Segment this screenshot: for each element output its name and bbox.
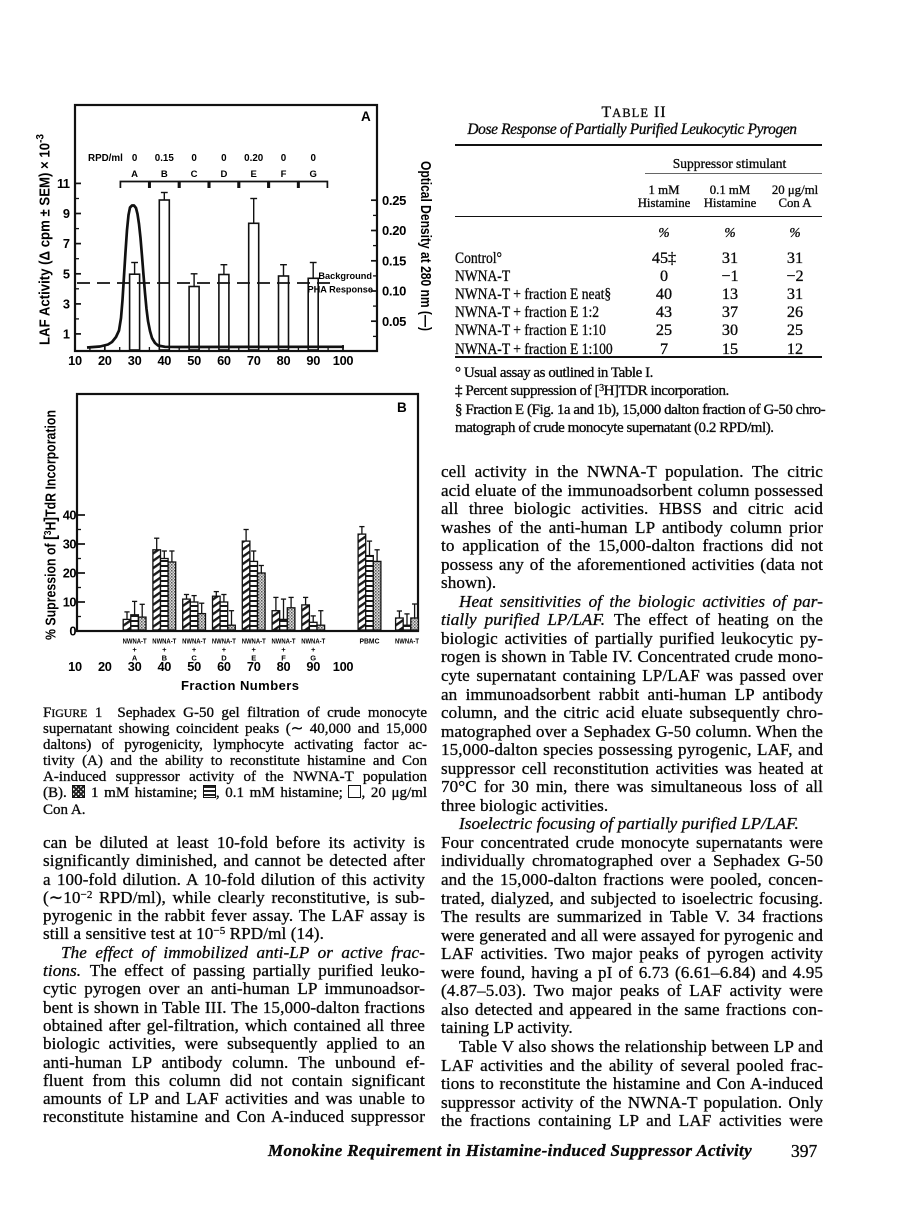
svg-text:+: + (162, 645, 167, 654)
svg-text:30: 30 (63, 537, 77, 552)
svg-text:% Supression of [3H]TdR Incorp: % Supression of [3H]TdR Incorporation (42, 410, 60, 640)
svg-text:0.15: 0.15 (155, 153, 175, 164)
svg-text:40: 40 (63, 508, 77, 523)
svg-text:5: 5 (63, 266, 70, 281)
svg-text:90: 90 (306, 659, 320, 674)
svg-text:C: C (191, 654, 197, 663)
svg-text:B: B (397, 400, 407, 415)
svg-text:D: D (221, 654, 227, 663)
svg-text:50: 50 (187, 353, 201, 368)
svg-text:PBMC: PBMC (360, 639, 380, 646)
svg-text:90: 90 (306, 353, 320, 368)
svg-text:NWNA-T: NWNA-T (301, 639, 326, 646)
svg-text:A: A (361, 109, 371, 124)
svg-text:NWNA-T: NWNA-T (152, 639, 177, 646)
svg-text:100: 100 (333, 659, 354, 674)
svg-text:40: 40 (157, 353, 171, 368)
svg-text:+: + (222, 645, 227, 654)
svg-text:0: 0 (310, 153, 316, 164)
svg-text:+: + (192, 645, 197, 654)
svg-text:+: + (252, 645, 257, 654)
svg-text:NWNA-T: NWNA-T (242, 639, 267, 646)
svg-text:0.15: 0.15 (382, 253, 406, 268)
svg-text:NWNA-T: NWNA-T (395, 639, 420, 646)
svg-text:60: 60 (217, 353, 231, 368)
svg-text:+: + (132, 645, 137, 654)
svg-text:0.20: 0.20 (244, 153, 264, 164)
svg-text:20: 20 (98, 659, 112, 674)
svg-text:G: G (310, 169, 317, 180)
svg-text:+: + (281, 645, 286, 654)
svg-text:30: 30 (128, 353, 142, 368)
svg-text:0: 0 (191, 153, 197, 164)
svg-text:E: E (251, 169, 257, 180)
svg-text:PHA Response: PHA Response (307, 285, 373, 295)
svg-text:10: 10 (68, 659, 82, 674)
svg-text:F: F (281, 169, 287, 180)
svg-text:30: 30 (128, 659, 142, 674)
svg-text:B: B (162, 654, 168, 663)
svg-text:1: 1 (63, 327, 70, 342)
svg-text:0.10: 0.10 (382, 284, 406, 299)
svg-text:100: 100 (333, 353, 354, 368)
svg-text:A: A (131, 169, 138, 180)
svg-text:Optical Density at 280 nm (—): Optical Density at 280 nm (—) (417, 161, 433, 331)
svg-text:70: 70 (247, 353, 261, 368)
svg-text:G: G (310, 654, 316, 663)
svg-text:10: 10 (68, 353, 82, 368)
svg-text:0.20: 0.20 (382, 223, 406, 238)
svg-text:0.25: 0.25 (382, 193, 406, 208)
svg-text:Fraction Numbers: Fraction Numbers (181, 678, 299, 693)
svg-text:B: B (161, 169, 168, 180)
svg-text:9: 9 (63, 206, 70, 221)
svg-text:7: 7 (63, 236, 70, 251)
svg-text:E: E (251, 654, 256, 663)
svg-text:0: 0 (69, 624, 76, 639)
svg-text:RPD/ml: RPD/ml (88, 153, 123, 164)
svg-text:0: 0 (221, 153, 227, 164)
svg-text:20: 20 (98, 353, 112, 368)
svg-text:LAF Activity (Δ cpm ± SEM) × 1: LAF Activity (Δ cpm ± SEM) × 10-3 (35, 134, 54, 345)
svg-text:+: + (311, 645, 316, 654)
svg-text:NWNA-T: NWNA-T (212, 639, 237, 646)
svg-text:10: 10 (63, 595, 77, 610)
svg-text:40: 40 (157, 659, 171, 674)
svg-text:A: A (132, 654, 138, 663)
svg-text:0: 0 (281, 153, 287, 164)
svg-text:20: 20 (63, 566, 77, 581)
svg-text:0.05: 0.05 (382, 314, 406, 329)
svg-text:F: F (281, 654, 286, 663)
svg-text:D: D (220, 169, 227, 180)
svg-text:NWNA-T: NWNA-T (272, 639, 297, 646)
svg-text:70: 70 (247, 659, 261, 674)
svg-text:60: 60 (217, 659, 231, 674)
svg-text:NWNA-T: NWNA-T (123, 639, 148, 646)
svg-text:80: 80 (277, 353, 291, 368)
svg-text:3: 3 (63, 297, 70, 312)
svg-text:50: 50 (187, 659, 201, 674)
svg-text:NWNA-T: NWNA-T (182, 639, 207, 646)
svg-text:Background: Background (318, 271, 372, 281)
svg-text:11: 11 (57, 176, 70, 191)
svg-text:0: 0 (132, 153, 138, 164)
svg-text:80: 80 (277, 659, 291, 674)
svg-text:C: C (191, 169, 198, 180)
